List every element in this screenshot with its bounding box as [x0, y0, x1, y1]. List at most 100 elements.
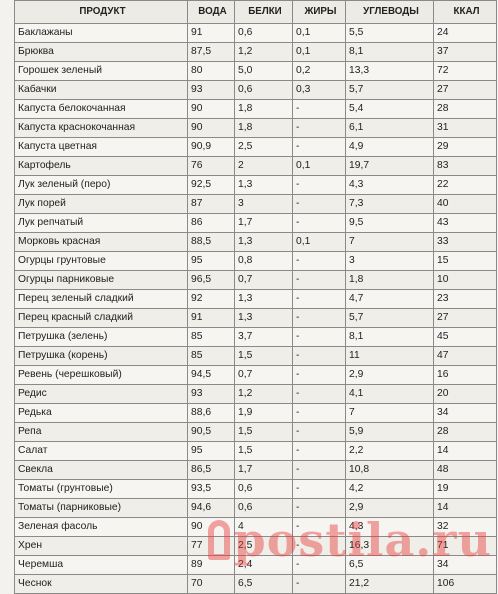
- cell-fat: -: [292, 194, 346, 214]
- cell-fat: -: [292, 99, 346, 119]
- cell-product: Огурцы грунтовые: [14, 251, 188, 271]
- cell-water: 95: [187, 441, 235, 461]
- table-row: Репа 90,5 1,5-5,9 28: [14, 422, 497, 442]
- cell-kcal: 32: [433, 517, 497, 537]
- cell-fat: 0,1: [292, 42, 346, 62]
- cell-water: 91: [187, 23, 235, 43]
- cell-water: 88,5: [187, 232, 235, 252]
- cell-water: 80: [187, 61, 235, 81]
- cell-carbs: 9,5: [345, 213, 434, 233]
- cell-carbs: 4,3: [345, 175, 434, 195]
- cell-fat: 0,1: [292, 23, 346, 43]
- table-row: Горошек зеленый 80 5,0 0,2 13,3 72: [14, 61, 497, 81]
- cell-product: Свекла: [14, 460, 188, 480]
- cell-carbs: 16,3: [345, 536, 434, 556]
- cell-protein: 4: [234, 517, 293, 537]
- cell-carbs: 5,4: [345, 99, 434, 119]
- cell-kcal: 10: [433, 270, 497, 290]
- table-row: Зеленая фасоль 90 4-4,3 32: [14, 517, 497, 537]
- cell-carbs: 11: [345, 346, 434, 366]
- column-header-fat: ЖИРЫ: [292, 0, 346, 24]
- cell-protein: 1,5: [234, 441, 293, 461]
- table-row: Хрен 77 2,5-16,3 71: [14, 536, 497, 556]
- cell-water: 92,5: [187, 175, 235, 195]
- cell-kcal: 29: [433, 137, 497, 157]
- cell-carbs: 5,7: [345, 80, 434, 100]
- cell-kcal: 16: [433, 365, 497, 385]
- cell-protein: 1,2: [234, 42, 293, 62]
- cell-protein: 2: [234, 156, 293, 176]
- table-row: Баклажаны 91 0,6 0,1 5,5 24: [14, 23, 497, 43]
- cell-kcal: 22: [433, 175, 497, 195]
- cell-water: 93: [187, 384, 235, 404]
- cell-fat: -: [292, 422, 346, 442]
- cell-kcal: 40: [433, 194, 497, 214]
- cell-product: Хрен: [14, 536, 188, 556]
- cell-carbs: 8,1: [345, 42, 434, 62]
- cell-protein: 3: [234, 194, 293, 214]
- cell-fat: -: [292, 175, 346, 195]
- cell-product: Чеснок: [14, 574, 188, 594]
- cell-fat: -: [292, 346, 346, 366]
- table-row: Морковь красная 88,5 1,3 0,1 7 33: [14, 232, 497, 252]
- cell-protein: 3,7: [234, 327, 293, 347]
- table-row: Капуста краснокочанная 90 1,8-6,1 31: [14, 118, 497, 138]
- cell-kcal: 14: [433, 441, 497, 461]
- cell-carbs: 4,3: [345, 517, 434, 537]
- cell-kcal: 34: [433, 403, 497, 423]
- cell-product: Петрушка (корень): [14, 346, 188, 366]
- cell-carbs: 2,2: [345, 441, 434, 461]
- cell-protein: 0,8: [234, 251, 293, 271]
- cell-carbs: 4,7: [345, 289, 434, 309]
- table-row: Черемша 89 2,4-6,5 34: [14, 555, 497, 575]
- cell-fat: -: [292, 536, 346, 556]
- cell-kcal: 45: [433, 327, 497, 347]
- cell-kcal: 106: [433, 574, 497, 594]
- cell-kcal: 20: [433, 384, 497, 404]
- column-header-carbs: УГЛЕВОДЫ: [345, 0, 434, 24]
- cell-kcal: 19: [433, 479, 497, 499]
- table-row: Огурцы парниковые 96,5 0,7-1,8 10: [14, 270, 497, 290]
- table-row: Перец красный сладкий 91 1,3-5,7 27: [14, 308, 497, 328]
- cell-fat: -: [292, 365, 346, 385]
- cell-water: 90,5: [187, 422, 235, 442]
- cell-water: 94,6: [187, 498, 235, 518]
- cell-fat: -: [292, 308, 346, 328]
- cell-protein: 2,5: [234, 536, 293, 556]
- cell-water: 95: [187, 251, 235, 271]
- cell-product: Лук репчатый: [14, 213, 188, 233]
- table-row: Лук зеленый (перо) 92,5 1,3-4,3 22: [14, 175, 497, 195]
- cell-carbs: 6,1: [345, 118, 434, 138]
- cell-water: 70: [187, 574, 235, 594]
- cell-product: Репа: [14, 422, 188, 442]
- cell-product: Кабачки: [14, 80, 188, 100]
- table-row: Редька 88,6 1,9-7 34: [14, 403, 497, 423]
- column-header-product: ПРОДУКТ: [14, 0, 188, 24]
- cell-water: 90: [187, 99, 235, 119]
- cell-carbs: 7,3: [345, 194, 434, 214]
- table-row: Томаты (грунтовые) 93,5 0,6-4,2 19: [14, 479, 497, 499]
- cell-protein: 1,5: [234, 346, 293, 366]
- cell-protein: 0,6: [234, 80, 293, 100]
- column-header-water: ВОДА: [187, 0, 235, 24]
- cell-water: 90: [187, 517, 235, 537]
- cell-protein: 2,4: [234, 555, 293, 575]
- table-row: Брюква 87,5 1,2 0,1 8,1 37: [14, 42, 497, 62]
- cell-product: Петрушка (зелень): [14, 327, 188, 347]
- cell-water: 93: [187, 80, 235, 100]
- cell-kcal: 47: [433, 346, 497, 366]
- cell-water: 92: [187, 289, 235, 309]
- table-row: Кабачки 93 0,6 0,3 5,7 27: [14, 80, 497, 100]
- cell-fat: 0,3: [292, 80, 346, 100]
- cell-fat: -: [292, 213, 346, 233]
- table-row: Свекла 86,5 1,7-10,8 48: [14, 460, 497, 480]
- cell-product: Баклажаны: [14, 23, 188, 43]
- cell-protein: 0,6: [234, 23, 293, 43]
- cell-product: Томаты (грунтовые): [14, 479, 188, 499]
- cell-water: 89: [187, 555, 235, 575]
- cell-product: Лук зеленый (перо): [14, 175, 188, 195]
- cell-protein: 1,5: [234, 422, 293, 442]
- cell-fat: -: [292, 517, 346, 537]
- cell-product: Морковь красная: [14, 232, 188, 252]
- cell-kcal: 48: [433, 460, 497, 480]
